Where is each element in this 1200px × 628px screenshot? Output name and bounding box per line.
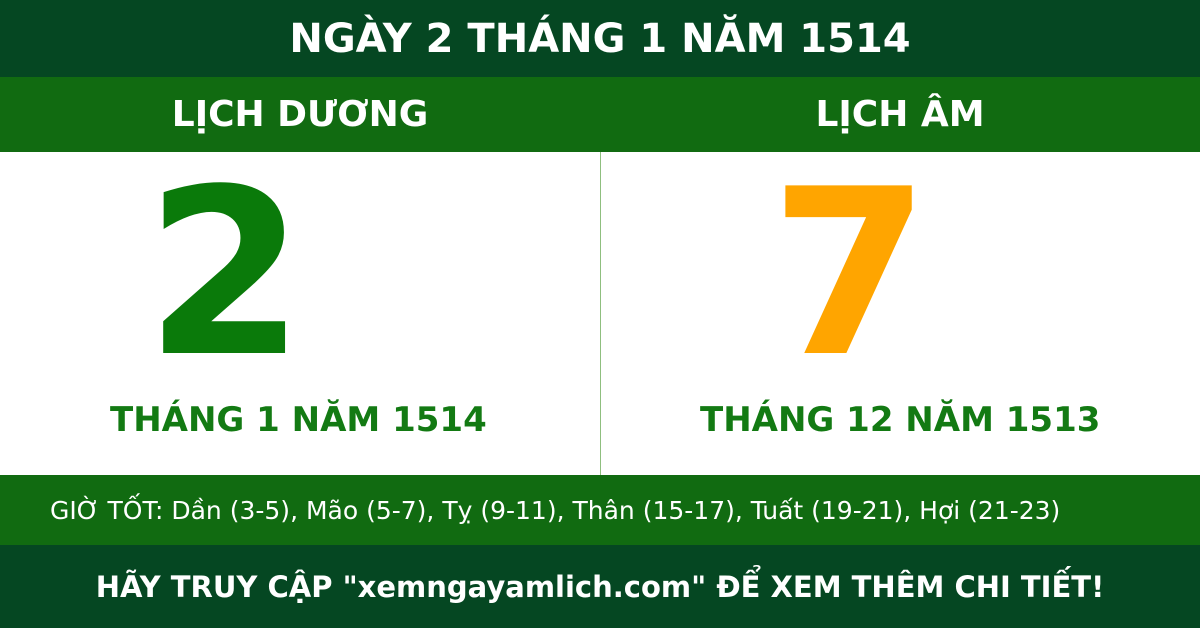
footer-cta: HÃY TRUY CẬP "xemngayamlich.com" ĐỂ XEM … <box>0 545 1200 628</box>
divider <box>600 152 601 475</box>
solar-heading: LỊCH DƯƠNG <box>0 77 600 152</box>
solar-panel <box>0 152 600 475</box>
lunar-heading: LỊCH ÂM <box>600 77 1200 152</box>
lunar-panel <box>600 152 1200 475</box>
solar-month-year: THÁNG 1 NĂM 1514 <box>110 400 487 440</box>
lunar-day: 7 <box>770 141 931 408</box>
page-title: NGÀY 2 THÁNG 1 NĂM 1514 <box>0 0 1200 77</box>
lunar-month-year: THÁNG 12 NĂM 1513 <box>700 400 1101 440</box>
good-hours: GIỜ TỐT: Dần (3-5), Mão (5-7), Tỵ (9-11)… <box>0 475 1200 545</box>
solar-day: 2 <box>145 141 306 408</box>
